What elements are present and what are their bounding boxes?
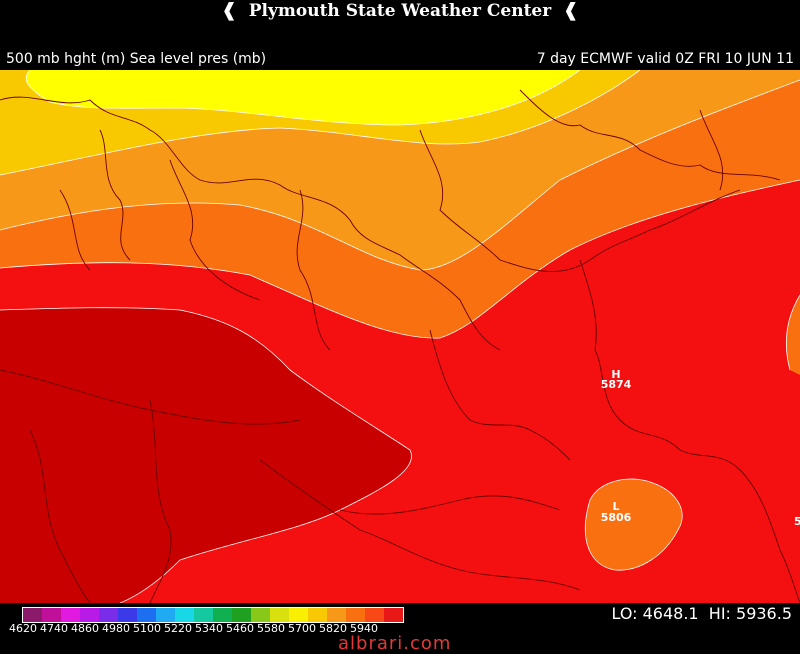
field-description: 500 mb hght (m) Sea level pres (mb) — [6, 51, 267, 67]
colorbar-tick: 5460 — [226, 622, 254, 635]
colorbar-swatch — [308, 608, 327, 622]
watermark: albrari.com — [338, 633, 452, 654]
colorbar-tick: 4740 — [40, 622, 68, 635]
colorbar-swatch — [327, 608, 346, 622]
colorbar-swatch — [251, 608, 270, 622]
colorbar-swatch — [175, 608, 194, 622]
colorbar-swatch — [270, 608, 289, 622]
title-text: Plymouth State Weather Center — [248, 1, 552, 21]
valid-time: 7 day ECMWF valid 0Z FRI 10 JUN 11 — [536, 51, 794, 67]
colorbar-ticks: 4620 4740 4860 4980 5100 5220 5340 5460 5580 5700… — [9, 622, 381, 635]
colorbar-swatch — [289, 608, 308, 622]
map-canvas: H 5874 L 5806 5 — [0, 70, 800, 603]
colorbar-swatch — [346, 608, 365, 622]
page-title: ❰ Plymouth State Weather Center ❰ — [0, 0, 800, 22]
colorbar-swatch — [232, 608, 251, 622]
colorbar-tick: 5100 — [133, 622, 161, 635]
colorbar-tick: 4860 — [71, 622, 99, 635]
low-blob — [585, 479, 683, 571]
band-dark-red — [0, 307, 412, 603]
lo-label: LO: — [611, 604, 638, 623]
colorbar-tick: 5340 — [195, 622, 223, 635]
lo-hi-stats: LO: 4648.1 HI: 5936.5 — [611, 604, 792, 623]
colorbar-tick: 5580 — [257, 622, 285, 635]
band-yellow — [26, 70, 580, 125]
legend-area: 4620 4740 4860 4980 5100 5220 5340 5460 5580 5700… — [0, 603, 800, 654]
colorbar-swatch — [23, 608, 42, 622]
high-label: H — [611, 368, 620, 381]
low-value: 5806 — [601, 511, 632, 524]
colorbar-swatch — [137, 608, 156, 622]
low-pressure-center: L 5806 — [601, 500, 632, 524]
colorbar-tick: 5820 — [319, 622, 347, 635]
colorbar-tick: 5700 — [288, 622, 316, 635]
colorbar-tick: 4620 — [9, 622, 37, 635]
weather-map: H 5874 L 5806 5 — [0, 70, 800, 603]
edge-value: 5 — [794, 515, 800, 528]
colorbar-swatch — [118, 608, 137, 622]
hi-label: HI: — [708, 604, 731, 623]
logo-left-icon: ❰ — [221, 0, 237, 21]
colorbar-swatch — [365, 608, 384, 622]
colorbar-swatch — [156, 608, 175, 622]
colorbar-tick: 5220 — [164, 622, 192, 635]
colorbar-swatch — [80, 608, 99, 622]
high-pressure-center: H 5874 — [601, 368, 632, 391]
colorbar-tick: 5940 — [350, 622, 378, 635]
colorbar-tick: 4980 — [102, 622, 130, 635]
colorbar-swatch — [384, 608, 403, 622]
high-value: 5874 — [601, 378, 632, 391]
header: ❰ Plymouth State Weather Center ❰ 500 mb h… — [0, 0, 800, 70]
colorbar-swatch — [99, 608, 118, 622]
edge-blob — [786, 295, 800, 375]
colorbar-swatch — [42, 608, 61, 622]
logo-right-icon: ❰ — [563, 0, 579, 21]
hi-value: 5936.5 — [736, 604, 792, 623]
colorbar-swatch — [61, 608, 80, 622]
colorbar-swatch — [213, 608, 232, 622]
contour-lines — [0, 70, 800, 603]
lo-value: 4648.1 — [642, 604, 699, 623]
country-borders — [0, 89, 800, 603]
colorbar — [22, 607, 404, 623]
colorbar-swatch — [194, 608, 213, 622]
low-label: L — [612, 500, 619, 513]
